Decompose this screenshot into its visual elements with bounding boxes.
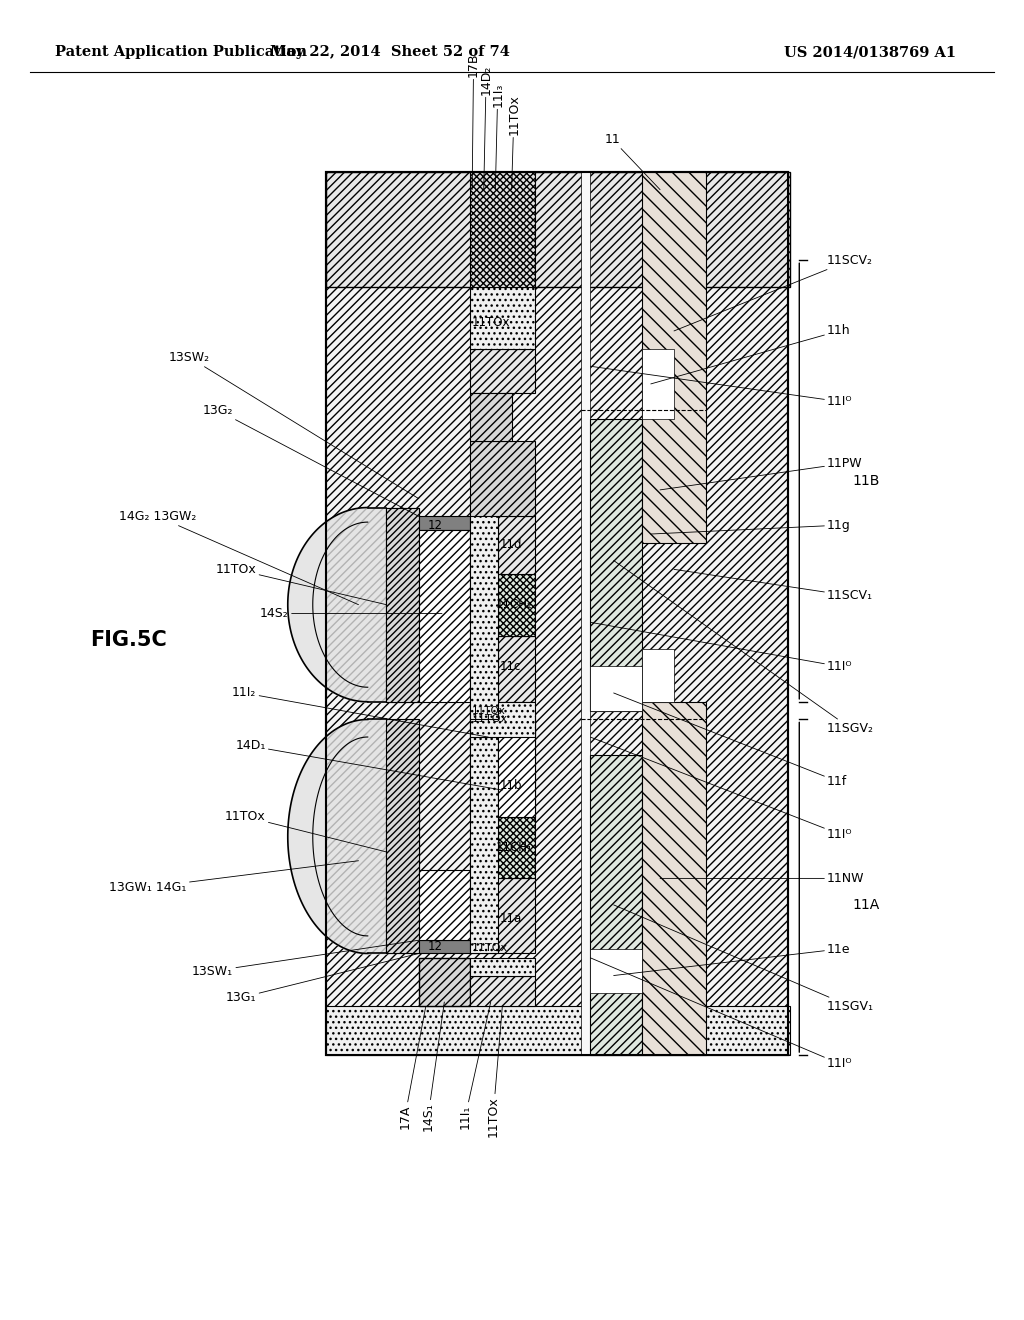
Bar — [419, 529, 470, 702]
Bar — [386, 772, 419, 953]
Text: 11g: 11g — [651, 519, 851, 535]
Bar — [498, 719, 535, 817]
Text: 17B: 17B — [467, 51, 480, 190]
Text: 14S₁: 14S₁ — [422, 1002, 444, 1131]
Text: 11NW: 11NW — [660, 873, 864, 884]
Text: 11I₂: 11I₂ — [232, 686, 488, 737]
Bar — [470, 975, 535, 1006]
Text: 13GW₁ 14G₁: 13GW₁ 14G₁ — [110, 861, 358, 894]
Bar — [470, 286, 535, 348]
Bar — [641, 348, 674, 420]
Text: 11A: 11A — [852, 898, 880, 912]
Bar — [470, 441, 535, 516]
Text: 12: 12 — [428, 940, 443, 953]
Text: 13G₁: 13G₁ — [226, 953, 419, 1005]
Text: 11SGV₁: 11SGV₁ — [613, 906, 874, 1012]
Bar — [386, 507, 419, 702]
Bar — [470, 878, 535, 953]
Bar — [470, 817, 535, 878]
Text: 11TOx: 11TOx — [472, 714, 508, 725]
Text: 11f: 11f — [613, 693, 848, 788]
Text: 11d: 11d — [500, 539, 522, 552]
Bar — [419, 516, 470, 529]
Text: 11CH₂: 11CH₂ — [496, 598, 532, 611]
Text: 11B: 11B — [852, 474, 880, 488]
Text: 13SW₂: 13SW₂ — [169, 351, 419, 499]
Bar — [326, 172, 790, 286]
Bar — [591, 420, 641, 710]
Bar — [470, 507, 498, 719]
Bar — [591, 667, 641, 710]
Text: FIG.5C: FIG.5C — [90, 630, 167, 649]
Text: 11SGV₂: 11SGV₂ — [613, 561, 874, 735]
Bar — [582, 172, 591, 1055]
Text: 11Iᴼ: 11Iᴼ — [591, 737, 853, 841]
Text: 11TOx: 11TOx — [486, 1006, 503, 1138]
Bar — [470, 958, 535, 975]
Text: 12: 12 — [428, 519, 443, 532]
Bar — [386, 719, 419, 953]
Bar — [326, 172, 788, 1055]
Text: 11a: 11a — [500, 912, 522, 924]
Text: 13SW₁: 13SW₁ — [193, 940, 419, 978]
Bar — [419, 958, 470, 1006]
Text: 11h: 11h — [651, 325, 851, 384]
Text: 11Iᴼ: 11Iᴼ — [591, 622, 853, 673]
Text: 14D₂: 14D₂ — [479, 65, 493, 190]
Text: 11TOx: 11TOx — [472, 706, 506, 715]
Text: 11CH₁: 11CH₁ — [496, 841, 532, 854]
Text: 11SCV₂: 11SCV₂ — [674, 253, 873, 331]
Text: 17A: 17A — [398, 1006, 426, 1129]
Bar — [591, 949, 641, 993]
Text: 11TOx: 11TOx — [225, 810, 386, 851]
Text: 11: 11 — [604, 133, 660, 190]
Bar — [470, 710, 535, 755]
Bar — [470, 755, 535, 817]
Text: 11Iᴼ: 11Iᴼ — [591, 958, 853, 1071]
Text: 13G₂: 13G₂ — [203, 404, 419, 516]
Bar — [641, 172, 707, 543]
Text: 11TOx: 11TOx — [508, 94, 520, 190]
Bar — [326, 1006, 790, 1055]
Bar — [470, 702, 535, 737]
Text: 14D₁: 14D₁ — [236, 739, 503, 791]
Bar — [419, 940, 470, 953]
Bar — [470, 393, 512, 441]
Text: 11I₃: 11I₃ — [492, 82, 504, 190]
Text: 11PW: 11PW — [660, 457, 863, 490]
Bar — [470, 719, 498, 953]
Text: 11TOx: 11TOx — [472, 315, 510, 329]
Text: US 2014/0138769 A1: US 2014/0138769 A1 — [784, 45, 956, 59]
Bar — [419, 870, 470, 940]
Bar — [591, 755, 641, 1055]
Bar — [498, 635, 535, 702]
Text: 11TOx: 11TOx — [216, 562, 386, 605]
Text: 11TOx: 11TOx — [472, 944, 508, 953]
Bar — [498, 574, 535, 635]
Text: 11b: 11b — [500, 779, 522, 792]
Bar — [326, 172, 788, 1055]
Text: 11Iᴼ: 11Iᴼ — [591, 366, 853, 408]
Text: May 22, 2014  Sheet 52 of 74: May 22, 2014 Sheet 52 of 74 — [270, 45, 510, 59]
Text: 14S₂: 14S₂ — [260, 607, 442, 620]
Text: 11I₁: 11I₁ — [459, 1002, 490, 1129]
Text: 14G₂ 13GW₂: 14G₂ 13GW₂ — [119, 510, 358, 605]
Bar — [470, 348, 535, 393]
Bar — [498, 516, 535, 574]
Text: 11SCV₁: 11SCV₁ — [674, 569, 873, 602]
Bar — [386, 507, 419, 702]
Bar — [641, 649, 674, 702]
Text: 11c: 11c — [500, 660, 521, 673]
Text: 11e: 11e — [613, 942, 851, 975]
Bar — [470, 172, 535, 286]
Bar — [641, 702, 707, 1055]
Text: Patent Application Publication: Patent Application Publication — [55, 45, 307, 59]
